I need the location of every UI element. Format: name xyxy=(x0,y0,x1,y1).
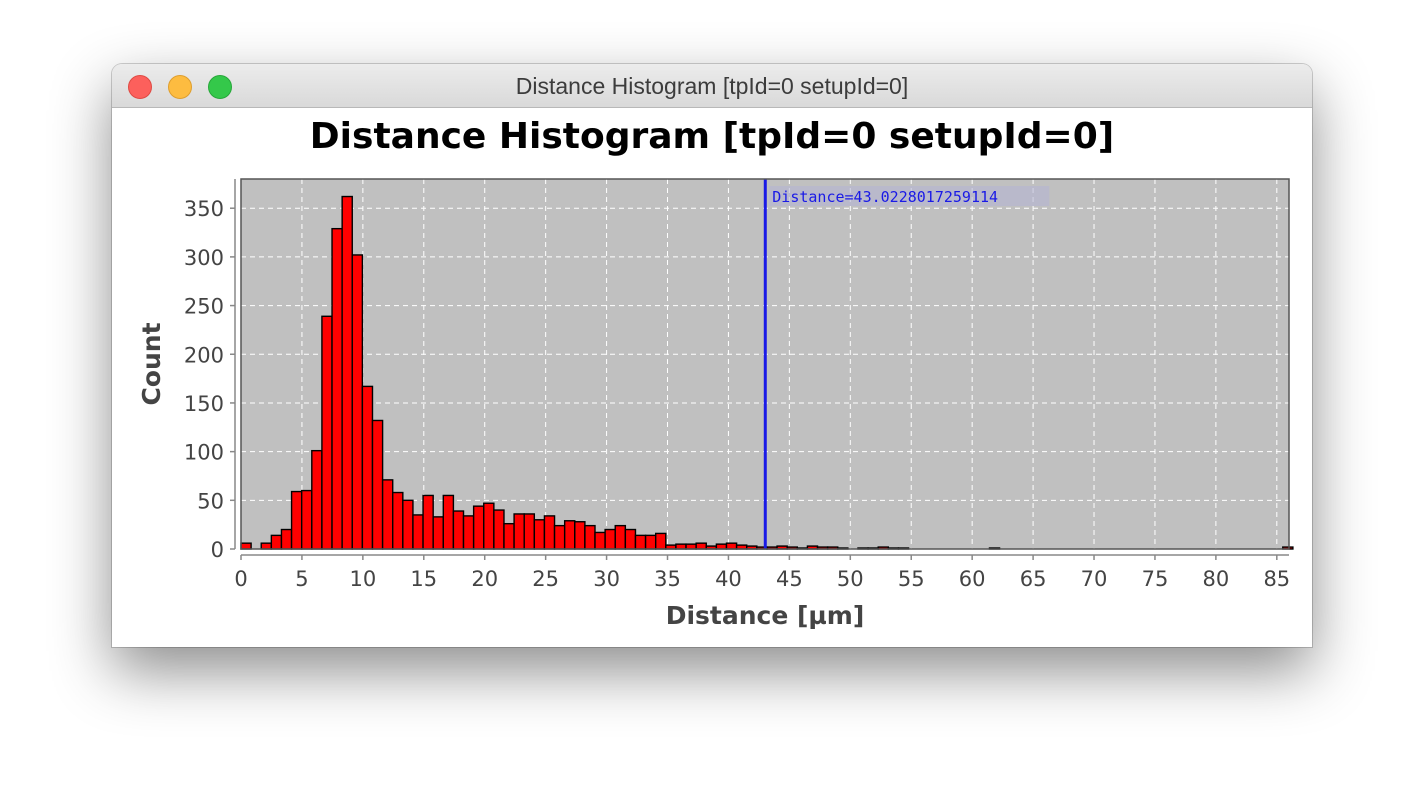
histogram-bar xyxy=(503,522,515,550)
histogram-bar xyxy=(493,509,505,550)
x-tick-label: 35 xyxy=(654,567,681,591)
x-tick-label: 30 xyxy=(593,567,620,591)
histogram-bar xyxy=(574,521,586,550)
x-tick-label: 80 xyxy=(1203,567,1230,591)
x-tick-labels: 0 5 10 15 20 25 30 35 40 45 50 55 60 65 70 75 80 85 xyxy=(234,555,1290,591)
histogram-bar xyxy=(513,513,525,550)
histogram-bar xyxy=(280,528,293,550)
histogram-bar xyxy=(553,524,566,550)
x-tick-label: 10 xyxy=(349,567,376,591)
histogram-bar xyxy=(543,515,556,550)
window-title: Distance Histogram [tpId=0 setupId=0] xyxy=(515,73,909,99)
histogram-bar xyxy=(270,534,283,550)
x-tick-label: 40 xyxy=(715,567,742,591)
histogram-bar xyxy=(422,494,434,550)
y-tick-label: 250 xyxy=(184,295,224,319)
x-tick-label: 15 xyxy=(410,567,437,591)
plot-border xyxy=(240,178,1290,550)
histogram-window: Distance Histogram [tpId=0 setupId=0] Di… xyxy=(112,64,1312,647)
histogram-bar xyxy=(533,519,546,550)
histogram-bar xyxy=(472,505,485,550)
distance-marker-label: Distance=43.0228017259114 xyxy=(772,188,998,206)
x-tick-label: 55 xyxy=(898,567,925,591)
x-tick-label: 5 xyxy=(295,567,308,591)
histogram-bar xyxy=(624,528,637,550)
histogram-bar xyxy=(432,516,444,550)
histogram-bar xyxy=(695,542,707,550)
y-tick-label: 100 xyxy=(184,441,224,465)
histogram-bar xyxy=(321,315,333,550)
histogram-bar xyxy=(452,510,465,550)
histogram-bar xyxy=(392,491,404,550)
histogram-chart: Distance Histogram [tpId=0 setupId=0] Di… xyxy=(137,116,1294,630)
x-tick-label: 75 xyxy=(1142,567,1169,591)
y-tick-label: 0 xyxy=(211,538,224,562)
x-tick-label: 70 xyxy=(1081,567,1108,591)
histogram-bar xyxy=(644,534,657,550)
histogram-bar xyxy=(371,419,384,550)
x-tick-label: 60 xyxy=(959,567,986,591)
x-tick-label: 20 xyxy=(471,567,498,591)
x-tick-label: 50 xyxy=(837,567,864,591)
axes xyxy=(234,179,1289,556)
histogram-bar xyxy=(331,227,343,550)
histogram-bar xyxy=(381,479,394,550)
title-bar[interactable]: Distance Histogram [tpId=0 setupId=0] xyxy=(112,64,1312,108)
histogram-bar xyxy=(260,542,273,550)
histogram-bar xyxy=(361,385,374,550)
close-button[interactable] xyxy=(128,75,152,99)
histogram-bar xyxy=(725,542,738,550)
histogram-bar xyxy=(462,515,475,550)
distance-marker-label-background xyxy=(769,186,1050,206)
histogram-bar xyxy=(300,489,313,550)
zoom-button[interactable] xyxy=(208,75,232,99)
y-tick-label: 350 xyxy=(184,197,224,221)
y-tick-label: 300 xyxy=(184,246,224,270)
histogram-bar xyxy=(654,532,667,550)
histogram-bars xyxy=(240,195,1294,550)
x-tick-label: 0 xyxy=(234,567,247,591)
x-tick-label: 45 xyxy=(776,567,803,591)
histogram-bar xyxy=(240,542,252,550)
y-tick-label: 50 xyxy=(197,489,224,513)
histogram-bar xyxy=(290,490,303,550)
histogram-bar xyxy=(634,534,647,550)
histogram-bar xyxy=(402,499,414,550)
histogram-bar xyxy=(351,254,364,550)
y-tick-label: 200 xyxy=(184,343,224,367)
histogram-bar xyxy=(523,513,536,550)
x-tick-label: 25 xyxy=(532,567,559,591)
y-tick-label: 150 xyxy=(184,392,224,416)
x-axis-label: Distance [µm] xyxy=(666,601,865,630)
histogram-bar xyxy=(412,514,424,550)
histogram-bar xyxy=(442,494,455,550)
y-axis-label: Count xyxy=(137,322,166,405)
histogram-bar xyxy=(604,528,616,550)
minimize-button[interactable] xyxy=(168,75,192,99)
y-tick-labels: 0 50 100 150 200 250 300 350 xyxy=(184,197,235,562)
x-tick-label: 85 xyxy=(1263,567,1290,591)
chart-title: Distance Histogram [tpId=0 setupId=0] xyxy=(310,116,1114,157)
histogram-bar xyxy=(594,531,606,550)
histogram-bar xyxy=(341,195,353,550)
histogram-bar xyxy=(614,524,627,550)
chart-panel: Distance Histogram [tpId=0 setupId=0] Di… xyxy=(112,108,1312,647)
histogram-bar xyxy=(311,449,323,550)
x-tick-label: 65 xyxy=(1020,567,1047,591)
histogram-bar xyxy=(563,520,576,550)
histogram-bar xyxy=(483,502,495,550)
histogram-bar xyxy=(584,524,596,550)
